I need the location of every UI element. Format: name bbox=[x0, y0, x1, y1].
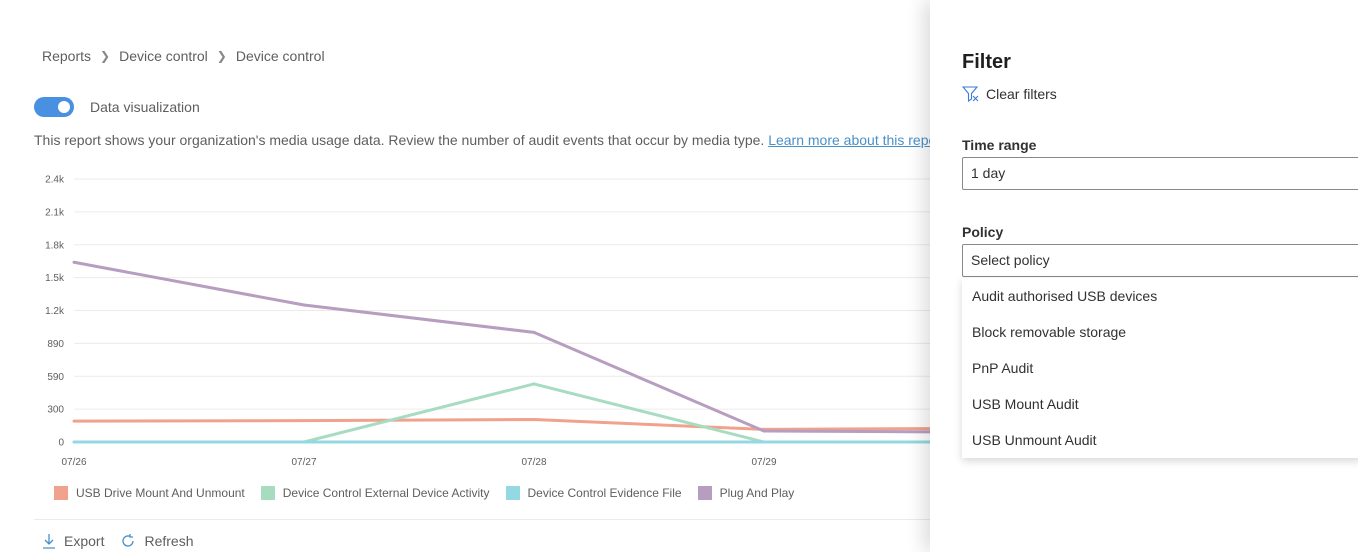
export-button[interactable]: Export bbox=[42, 533, 104, 549]
data-point bbox=[302, 440, 306, 444]
breadcrumb-reports[interactable]: Reports bbox=[42, 48, 92, 64]
data-point bbox=[532, 440, 536, 444]
learn-more-link[interactable]: Learn more about this repo bbox=[768, 132, 937, 148]
y-tick-label: 2.4k bbox=[45, 175, 65, 186]
data-visualization-toggle[interactable] bbox=[34, 97, 74, 117]
legend-item[interactable]: Device Control Evidence File bbox=[505, 486, 682, 500]
chevron-right-icon: ❯ bbox=[216, 49, 227, 63]
chart-series bbox=[72, 260, 930, 444]
policy-option[interactable]: USB Mount Audit bbox=[972, 396, 1079, 412]
y-axis-ticks: 0 300 590 890 1.2k 1.5k 1.8k 2.1k 2.4k bbox=[45, 175, 65, 449]
refresh-button[interactable]: Refresh bbox=[120, 533, 194, 549]
chart-gridlines bbox=[74, 178, 930, 443]
legend-swatch bbox=[697, 486, 712, 500]
data-point bbox=[72, 440, 76, 444]
legend-item[interactable]: USB Drive Mount And Unmount bbox=[54, 486, 245, 500]
filter-panel: Filter Clear filters Time range 1 day Po… bbox=[930, 0, 1358, 552]
legend-item[interactable]: Device Control External Device Activity bbox=[260, 486, 490, 500]
data-visualization-toggle-row: Data visualization bbox=[34, 97, 200, 117]
data-point bbox=[532, 418, 536, 422]
policy-select[interactable]: Select policy bbox=[962, 244, 1358, 277]
y-tick-label: 590 bbox=[47, 372, 64, 383]
legend-label: USB Drive Mount And Unmount bbox=[76, 486, 245, 500]
y-tick-label: 1.2k bbox=[45, 306, 65, 317]
export-label: Export bbox=[64, 533, 105, 549]
line-chart: 0 300 590 890 1.2k 1.5k 1.8k 2.1k 2.4k 07/26 07/2… bbox=[45, 175, 930, 468]
data-point bbox=[532, 382, 536, 386]
filter-title: Filter bbox=[962, 51, 1011, 73]
legend-label: Device Control Evidence File bbox=[527, 486, 682, 500]
refresh-label: Refresh bbox=[144, 533, 194, 549]
data-point bbox=[762, 440, 766, 444]
data-point bbox=[72, 419, 76, 423]
series-line bbox=[73, 418, 930, 431]
data-point bbox=[72, 260, 76, 264]
y-tick-label: 2.1k bbox=[45, 207, 65, 218]
description-text: This report shows your organization's me… bbox=[34, 132, 769, 148]
chevron-right-icon: ❯ bbox=[100, 49, 111, 63]
breadcrumb-device-control[interactable]: Device control bbox=[119, 48, 208, 64]
legend-swatch bbox=[54, 486, 68, 500]
series-line bbox=[73, 260, 930, 434]
legend-item[interactable]: Plug And Play bbox=[697, 486, 795, 500]
filter-clear-icon bbox=[962, 86, 979, 102]
legend-swatch bbox=[260, 486, 275, 500]
policy-option[interactable]: Block removable storage bbox=[972, 324, 1127, 340]
legend-label: Plug And Play bbox=[719, 486, 795, 500]
report-description: This report shows your organization's me… bbox=[34, 132, 936, 148]
time-range-label: Time range bbox=[962, 137, 1037, 153]
data-point bbox=[532, 330, 536, 334]
series-line bbox=[74, 382, 930, 444]
legend-swatch bbox=[505, 486, 520, 500]
chart-legend: USB Drive Mount And Unmount Device Contro… bbox=[54, 486, 810, 500]
data-point bbox=[302, 419, 306, 423]
y-tick-label: 890 bbox=[47, 339, 64, 350]
x-tick-label: 07/28 bbox=[521, 457, 546, 468]
policy-option[interactable]: USB Unmount Audit bbox=[972, 432, 1097, 448]
breadcrumb-current: Device control bbox=[235, 48, 325, 64]
y-tick-label: 1.5k bbox=[45, 273, 65, 284]
divider bbox=[34, 519, 930, 520]
legend-label: Device Control External Device Activity bbox=[282, 486, 490, 500]
download-icon bbox=[43, 534, 55, 549]
policy-option[interactable]: PnP Audit bbox=[972, 360, 1034, 376]
policy-option[interactable]: Audit authorised USB devices bbox=[972, 288, 1158, 304]
clear-filters-button[interactable]: Clear filters bbox=[962, 86, 1057, 102]
y-tick-label: 0 bbox=[58, 438, 64, 449]
breadcrumb: Reports ❯ Device control ❯ Device contro… bbox=[42, 48, 325, 64]
x-tick-label: 07/26 bbox=[61, 457, 86, 468]
x-tick-label: 07/29 bbox=[751, 457, 776, 468]
action-bar: Export Refresh bbox=[42, 533, 210, 549]
clear-filters-label: Clear filters bbox=[986, 86, 1057, 102]
toggle-label: Data visualization bbox=[90, 99, 200, 115]
refresh-icon bbox=[122, 534, 135, 547]
x-tick-label: 07/27 bbox=[291, 457, 316, 468]
y-tick-label: 1.8k bbox=[45, 240, 65, 251]
data-point bbox=[302, 303, 306, 307]
data-point bbox=[762, 429, 766, 433]
policy-label: Policy bbox=[962, 224, 1004, 240]
policy-dropdown-list: Audit authorised USB devices Block remova… bbox=[962, 278, 1358, 458]
y-tick-label: 300 bbox=[47, 405, 64, 416]
time-range-select[interactable]: 1 day bbox=[962, 157, 1358, 190]
